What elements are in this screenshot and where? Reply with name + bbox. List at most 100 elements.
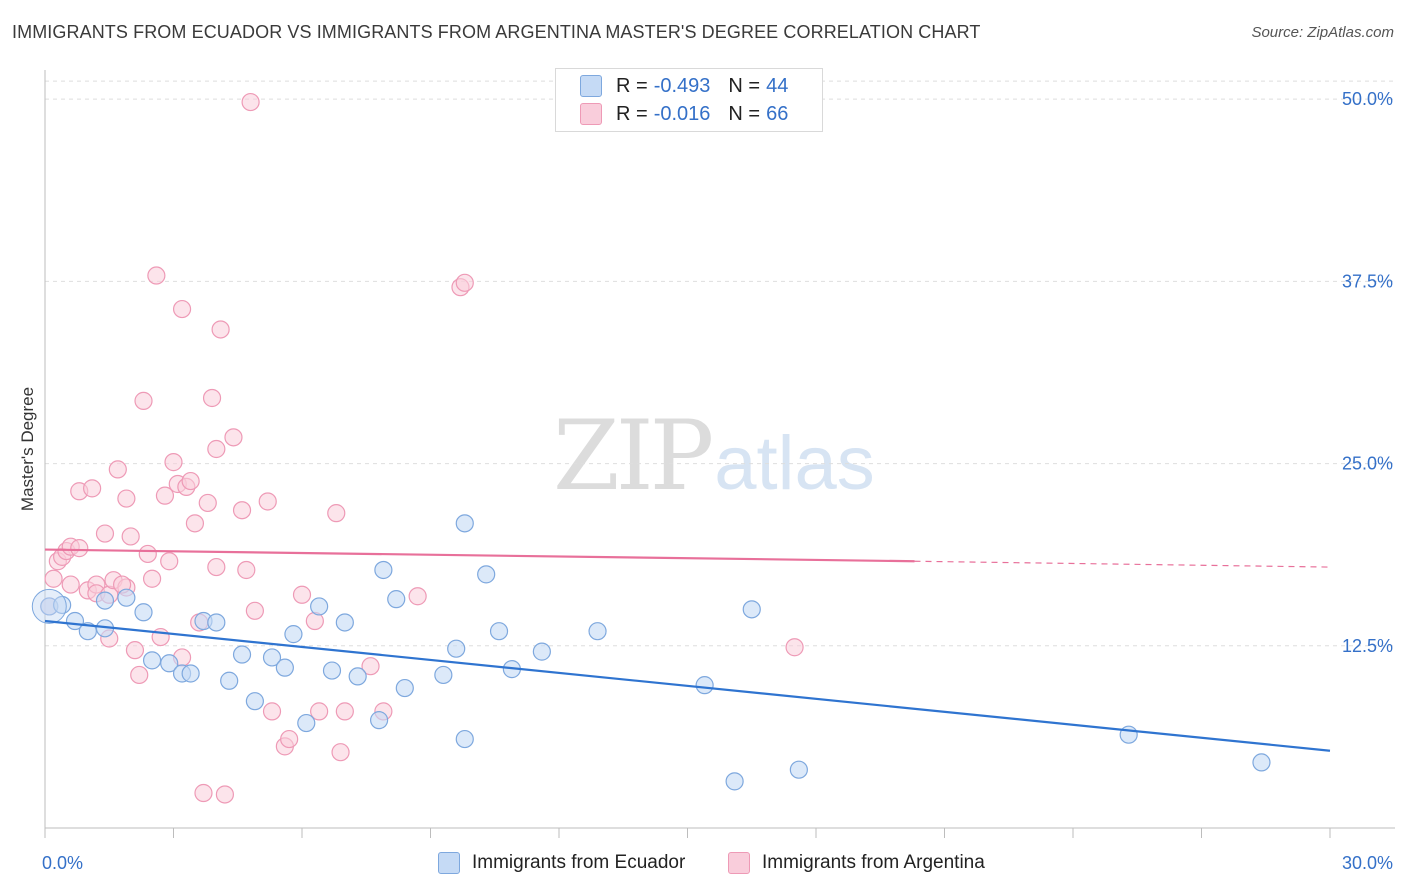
ecuador-point [789, 760, 808, 779]
ecuador-point [370, 711, 389, 730]
y-tick-label: 37.5% [1342, 271, 1393, 291]
argentina-point [164, 453, 183, 472]
tick-labels: 12.5% 25.0% 37.5% 50.0% 0.0% 30.0% Master's De… [18, 89, 1393, 873]
argentina-n-label: N = [728, 102, 761, 125]
ecuador-trend-line [44, 619, 1331, 752]
argentina-point [207, 439, 226, 459]
axis-layer [44, 70, 1395, 838]
ecuador-point [134, 603, 153, 622]
ecuador-point [447, 639, 466, 658]
argentina-point [155, 486, 175, 505]
argentina-point [138, 544, 157, 564]
argentina-point [211, 320, 230, 339]
stats-legend: R = -0.493 N = 44 R = -0.016 N = 66 [555, 68, 823, 132]
argentina-point [232, 501, 252, 520]
chart-title: IMMIGRANTS FROM ECUADOR VS IMMIGRANTS FR… [12, 22, 981, 42]
ecuador-r-label: R = [616, 74, 648, 97]
ecuador-point [395, 678, 414, 698]
argentina-point [280, 729, 299, 749]
ecuador-r-value: -0.493 [653, 74, 711, 97]
ecuador-point [374, 560, 393, 580]
watermark-zip: ZIP [553, 400, 714, 512]
argentina-point [134, 391, 153, 410]
argentina-point [181, 471, 200, 491]
ecuador-point [207, 613, 226, 632]
argentina-point [142, 569, 162, 588]
series-legend: Immigrants from Ecuador Immigrants from … [0, 852, 1406, 878]
argentina-point [455, 273, 474, 292]
ecuador-point [220, 671, 239, 690]
ecuador-point [1252, 753, 1271, 772]
legend-item-argentina: Immigrants from Argentina [728, 852, 985, 874]
argentina-point [310, 702, 329, 721]
trend-lines [44, 548, 1331, 752]
ecuador-point [348, 667, 367, 686]
argentina-point [44, 569, 63, 588]
argentina-point [331, 743, 350, 762]
argentina-point [245, 601, 264, 620]
ecuador-point [335, 613, 354, 632]
argentina-point [95, 524, 115, 543]
ecuador-point [455, 729, 474, 749]
argentina-point [207, 557, 226, 577]
ecuador-point [232, 645, 252, 664]
argentina-point [108, 460, 127, 479]
y-tick-label: 25.0% [1342, 454, 1393, 474]
argentina-point [147, 266, 166, 285]
argentina-point [237, 560, 256, 580]
x-tick-label: 0.0% [42, 853, 83, 873]
argentina-point [262, 702, 282, 721]
ecuador-point [262, 648, 282, 667]
argentina-point [327, 504, 346, 523]
argentina-point [194, 783, 213, 803]
argentina-trend-line [44, 548, 915, 563]
source-credit: Source: ZipAtlas.com [1251, 24, 1394, 41]
ecuador-point [588, 622, 607, 641]
argentina-point [785, 638, 804, 657]
argentina-legend-swatch [728, 852, 750, 874]
legend-row-ecuador: R = -0.493 N = 44 [580, 73, 788, 99]
argentina-point [241, 92, 260, 112]
ecuador-point [160, 654, 179, 673]
argentina-point [125, 641, 145, 660]
argentina-point [408, 587, 427, 606]
ecuador-n-label: N = [728, 74, 761, 97]
y-tick-label: 12.5% [1342, 636, 1393, 656]
legend-row-argentina: R = -0.016 N = 66 [580, 101, 788, 127]
argentina-point [292, 585, 312, 604]
argentina-point [185, 514, 205, 533]
argentina-point [172, 299, 192, 319]
x-tick-label: 30.0% [1342, 853, 1393, 873]
ecuador-legend-swatch [438, 852, 460, 874]
ecuador-point [725, 772, 744, 791]
argentina-point [335, 702, 354, 721]
ecuador-point [310, 597, 329, 616]
argentina-trend-extension [914, 560, 1331, 568]
argentina-point [61, 575, 80, 594]
ecuador-point [455, 514, 474, 533]
ecuador-point [322, 661, 342, 680]
argentina-legend-label: Immigrants from Argentina [762, 852, 985, 873]
ecuador-points [31, 514, 1271, 791]
ecuador-point [477, 565, 496, 584]
ecuador-point [489, 622, 509, 641]
argentina-point [121, 527, 140, 546]
y-tick-label: 50.0% [1342, 89, 1393, 109]
ecuador-point [117, 588, 136, 607]
argentina-point [117, 489, 136, 508]
ecuador-point [742, 600, 761, 619]
argentina-point [160, 552, 179, 571]
argentina-point [83, 479, 102, 498]
argentina-r-value: -0.016 [653, 102, 711, 125]
argentina-n-value: 66 [766, 102, 789, 125]
argentina-r-label: R = [616, 102, 648, 125]
argentina-point [224, 428, 243, 447]
ecuador-legend-label: Immigrants from Ecuador [472, 852, 686, 873]
ecuador-point [181, 664, 200, 683]
argentina-points [40, 92, 804, 804]
ecuador-point [284, 625, 303, 644]
argentina-point [198, 493, 217, 513]
argentina-point [215, 785, 234, 804]
ecuador-point [695, 676, 714, 695]
